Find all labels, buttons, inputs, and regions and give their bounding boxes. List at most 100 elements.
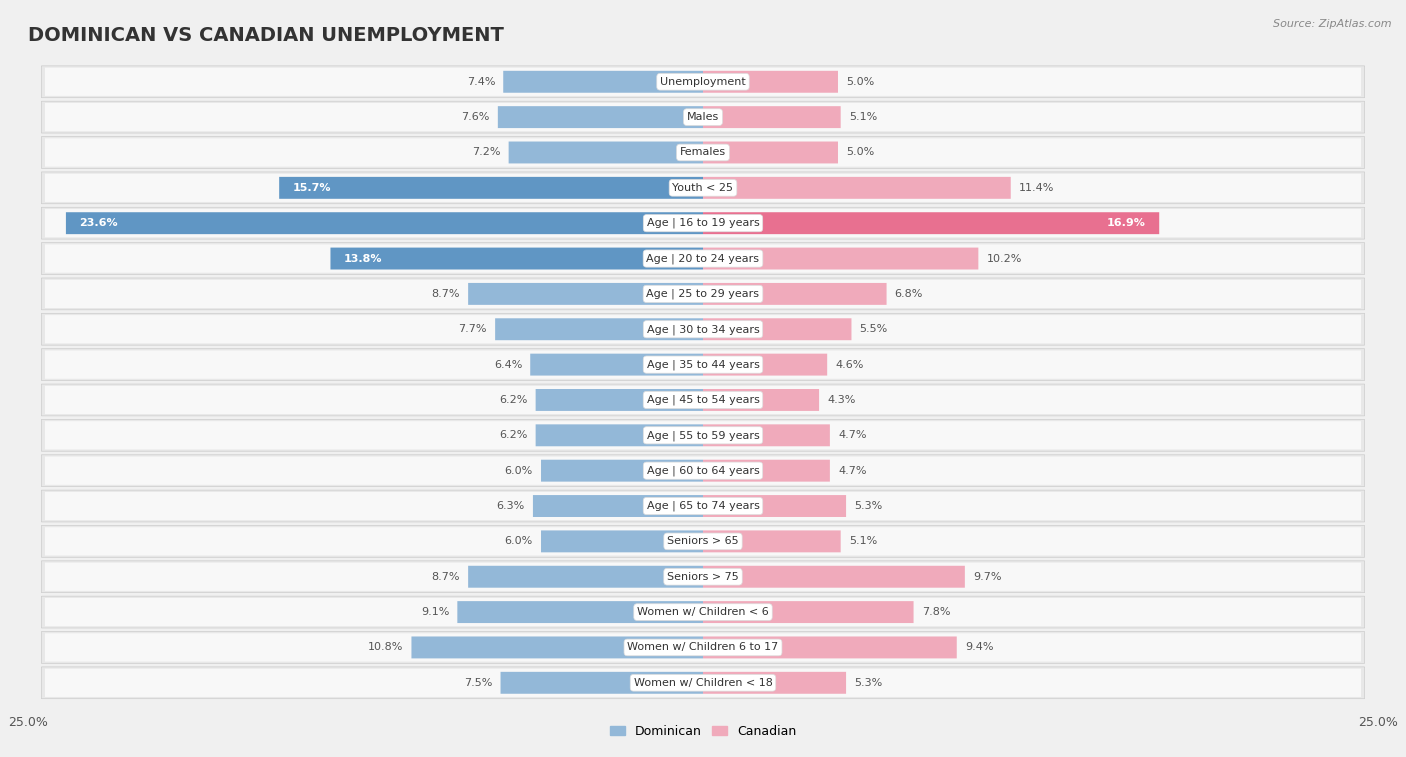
FancyBboxPatch shape [45, 421, 1361, 450]
FancyBboxPatch shape [41, 525, 1365, 557]
Text: 9.1%: 9.1% [420, 607, 450, 617]
FancyBboxPatch shape [703, 425, 830, 447]
FancyBboxPatch shape [541, 531, 703, 553]
Text: Youth < 25: Youth < 25 [672, 183, 734, 193]
FancyBboxPatch shape [45, 634, 1361, 662]
FancyBboxPatch shape [536, 389, 703, 411]
FancyBboxPatch shape [703, 637, 956, 659]
FancyBboxPatch shape [41, 667, 1365, 699]
Text: Women w/ Children < 6: Women w/ Children < 6 [637, 607, 769, 617]
FancyBboxPatch shape [703, 459, 830, 481]
FancyBboxPatch shape [468, 565, 703, 587]
FancyBboxPatch shape [703, 106, 841, 128]
FancyBboxPatch shape [41, 207, 1365, 239]
FancyBboxPatch shape [498, 106, 703, 128]
Text: 6.3%: 6.3% [496, 501, 524, 511]
Text: 6.8%: 6.8% [894, 289, 924, 299]
Text: 5.1%: 5.1% [849, 537, 877, 547]
FancyBboxPatch shape [530, 354, 703, 375]
Text: DOMINICAN VS CANADIAN UNEMPLOYMENT: DOMINICAN VS CANADIAN UNEMPLOYMENT [28, 26, 503, 45]
Text: 10.2%: 10.2% [987, 254, 1022, 263]
Text: 4.7%: 4.7% [838, 430, 866, 441]
Text: 6.2%: 6.2% [499, 430, 527, 441]
Text: Age | 55 to 59 years: Age | 55 to 59 years [647, 430, 759, 441]
Text: 23.6%: 23.6% [79, 218, 118, 228]
FancyBboxPatch shape [41, 349, 1365, 381]
Text: Age | 45 to 54 years: Age | 45 to 54 years [647, 394, 759, 405]
Text: 7.5%: 7.5% [464, 678, 492, 688]
Text: 9.7%: 9.7% [973, 572, 1001, 581]
Text: Women w/ Children 6 to 17: Women w/ Children 6 to 17 [627, 643, 779, 653]
Text: 7.7%: 7.7% [458, 324, 486, 335]
FancyBboxPatch shape [468, 283, 703, 305]
FancyBboxPatch shape [45, 562, 1361, 591]
Text: Age | 65 to 74 years: Age | 65 to 74 years [647, 501, 759, 511]
Text: 5.3%: 5.3% [855, 678, 883, 688]
FancyBboxPatch shape [41, 136, 1365, 168]
FancyBboxPatch shape [703, 283, 887, 305]
Text: Age | 16 to 19 years: Age | 16 to 19 years [647, 218, 759, 229]
Text: 11.4%: 11.4% [1019, 183, 1054, 193]
Text: 6.0%: 6.0% [505, 537, 533, 547]
FancyBboxPatch shape [41, 278, 1365, 310]
FancyBboxPatch shape [703, 177, 1011, 199]
FancyBboxPatch shape [703, 495, 846, 517]
FancyBboxPatch shape [41, 101, 1365, 133]
FancyBboxPatch shape [330, 248, 703, 269]
Text: Age | 30 to 34 years: Age | 30 to 34 years [647, 324, 759, 335]
FancyBboxPatch shape [41, 631, 1365, 663]
FancyBboxPatch shape [41, 419, 1365, 451]
Text: Age | 20 to 24 years: Age | 20 to 24 years [647, 254, 759, 263]
FancyBboxPatch shape [533, 495, 703, 517]
FancyBboxPatch shape [41, 597, 1365, 628]
Text: 8.7%: 8.7% [432, 572, 460, 581]
FancyBboxPatch shape [41, 384, 1365, 416]
Text: 5.5%: 5.5% [859, 324, 887, 335]
Text: 4.3%: 4.3% [827, 395, 856, 405]
Text: 4.6%: 4.6% [835, 360, 863, 369]
FancyBboxPatch shape [703, 531, 841, 553]
FancyBboxPatch shape [45, 350, 1361, 378]
FancyBboxPatch shape [41, 313, 1365, 345]
FancyBboxPatch shape [45, 280, 1361, 308]
Legend: Dominican, Canadian: Dominican, Canadian [605, 720, 801, 743]
FancyBboxPatch shape [45, 386, 1361, 414]
FancyBboxPatch shape [45, 245, 1361, 273]
Text: 5.0%: 5.0% [846, 76, 875, 87]
Text: 5.0%: 5.0% [846, 148, 875, 157]
Text: 16.9%: 16.9% [1107, 218, 1146, 228]
FancyBboxPatch shape [703, 672, 846, 693]
FancyBboxPatch shape [509, 142, 703, 164]
FancyBboxPatch shape [45, 456, 1361, 484]
FancyBboxPatch shape [45, 598, 1361, 626]
FancyBboxPatch shape [41, 490, 1365, 522]
FancyBboxPatch shape [703, 601, 914, 623]
FancyBboxPatch shape [45, 315, 1361, 344]
FancyBboxPatch shape [45, 668, 1361, 697]
Text: 13.8%: 13.8% [344, 254, 382, 263]
FancyBboxPatch shape [45, 492, 1361, 520]
FancyBboxPatch shape [503, 71, 703, 93]
Text: 6.2%: 6.2% [499, 395, 527, 405]
Text: Females: Females [681, 148, 725, 157]
FancyBboxPatch shape [703, 248, 979, 269]
Text: 4.7%: 4.7% [838, 466, 866, 475]
FancyBboxPatch shape [45, 209, 1361, 238]
Text: Unemployment: Unemployment [661, 76, 745, 87]
FancyBboxPatch shape [703, 354, 827, 375]
FancyBboxPatch shape [703, 142, 838, 164]
Text: Age | 35 to 44 years: Age | 35 to 44 years [647, 360, 759, 370]
Text: 6.4%: 6.4% [494, 360, 522, 369]
FancyBboxPatch shape [495, 318, 703, 340]
Text: 15.7%: 15.7% [292, 183, 332, 193]
Text: Age | 60 to 64 years: Age | 60 to 64 years [647, 466, 759, 476]
Text: 7.6%: 7.6% [461, 112, 489, 122]
Text: 7.8%: 7.8% [922, 607, 950, 617]
FancyBboxPatch shape [41, 172, 1365, 204]
FancyBboxPatch shape [541, 459, 703, 481]
FancyBboxPatch shape [457, 601, 703, 623]
FancyBboxPatch shape [703, 389, 820, 411]
FancyBboxPatch shape [703, 71, 838, 93]
Text: 5.3%: 5.3% [855, 501, 883, 511]
FancyBboxPatch shape [45, 139, 1361, 167]
